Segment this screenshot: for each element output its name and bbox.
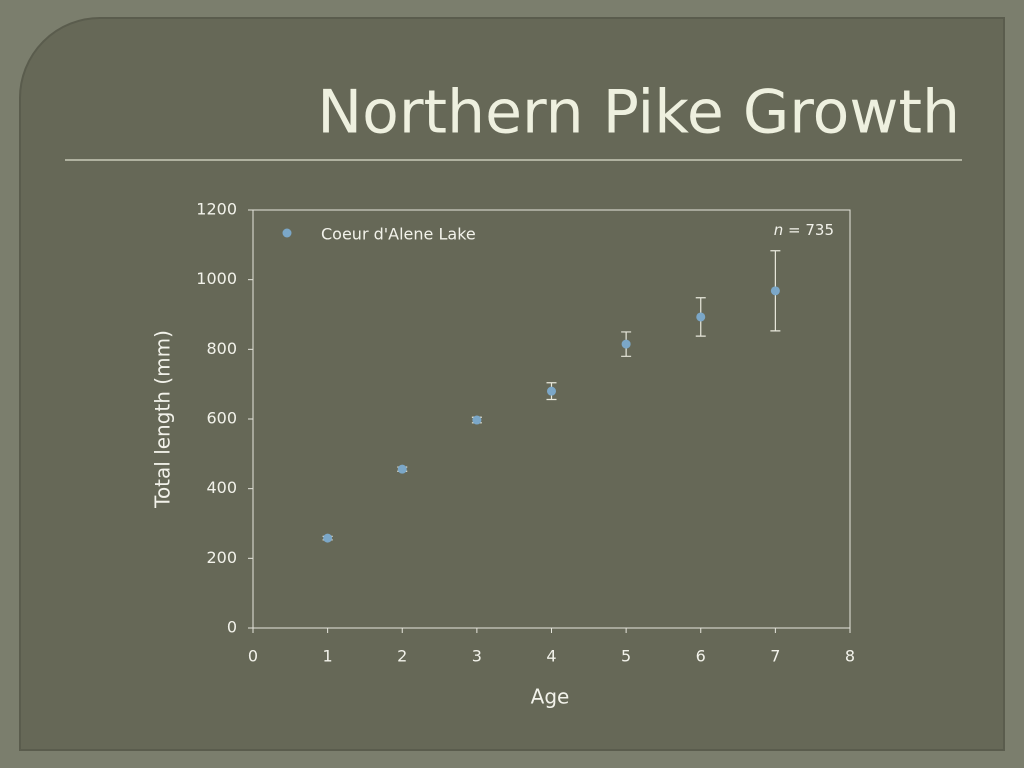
data-point	[397, 464, 407, 474]
x-tick-label: 5	[621, 647, 631, 666]
y-tick-label: 600	[206, 409, 237, 428]
data-point	[472, 415, 482, 425]
x-tick-label: 2	[397, 647, 407, 666]
y-tick-label: 1000	[196, 269, 237, 288]
x-tick-label: 1	[323, 647, 333, 666]
data-point	[547, 386, 556, 396]
y-tick-label: 1200	[196, 200, 237, 219]
data-point	[696, 312, 706, 322]
x-tick-label: 3	[472, 647, 482, 666]
x-tick-label: 8	[845, 647, 855, 666]
slide-panel	[19, 17, 1005, 751]
x-tick-label: 4	[546, 647, 556, 666]
x-tick-label: 0	[248, 647, 258, 666]
x-axis-title: Age	[531, 685, 570, 709]
legend-label: Coeur d'Alene Lake	[321, 225, 476, 244]
annotation: n = 735	[774, 221, 834, 239]
x-tick-label: 7	[770, 647, 780, 666]
y-tick-label: 200	[206, 548, 237, 567]
y-tick-label: 400	[206, 478, 237, 497]
y-tick-label: 800	[206, 339, 237, 358]
y-tick-label: 0	[227, 618, 237, 637]
y-axis-title: Total length (mm)	[151, 330, 175, 509]
legend-marker	[282, 228, 292, 238]
data-point	[621, 339, 631, 349]
annotation-variable: n	[774, 221, 784, 239]
data-point	[770, 286, 780, 296]
chart-title: Northern Pike Growth	[317, 78, 960, 148]
x-tick-label: 6	[696, 647, 706, 666]
data-point	[323, 533, 333, 543]
annotation-text: = 735	[788, 221, 834, 239]
